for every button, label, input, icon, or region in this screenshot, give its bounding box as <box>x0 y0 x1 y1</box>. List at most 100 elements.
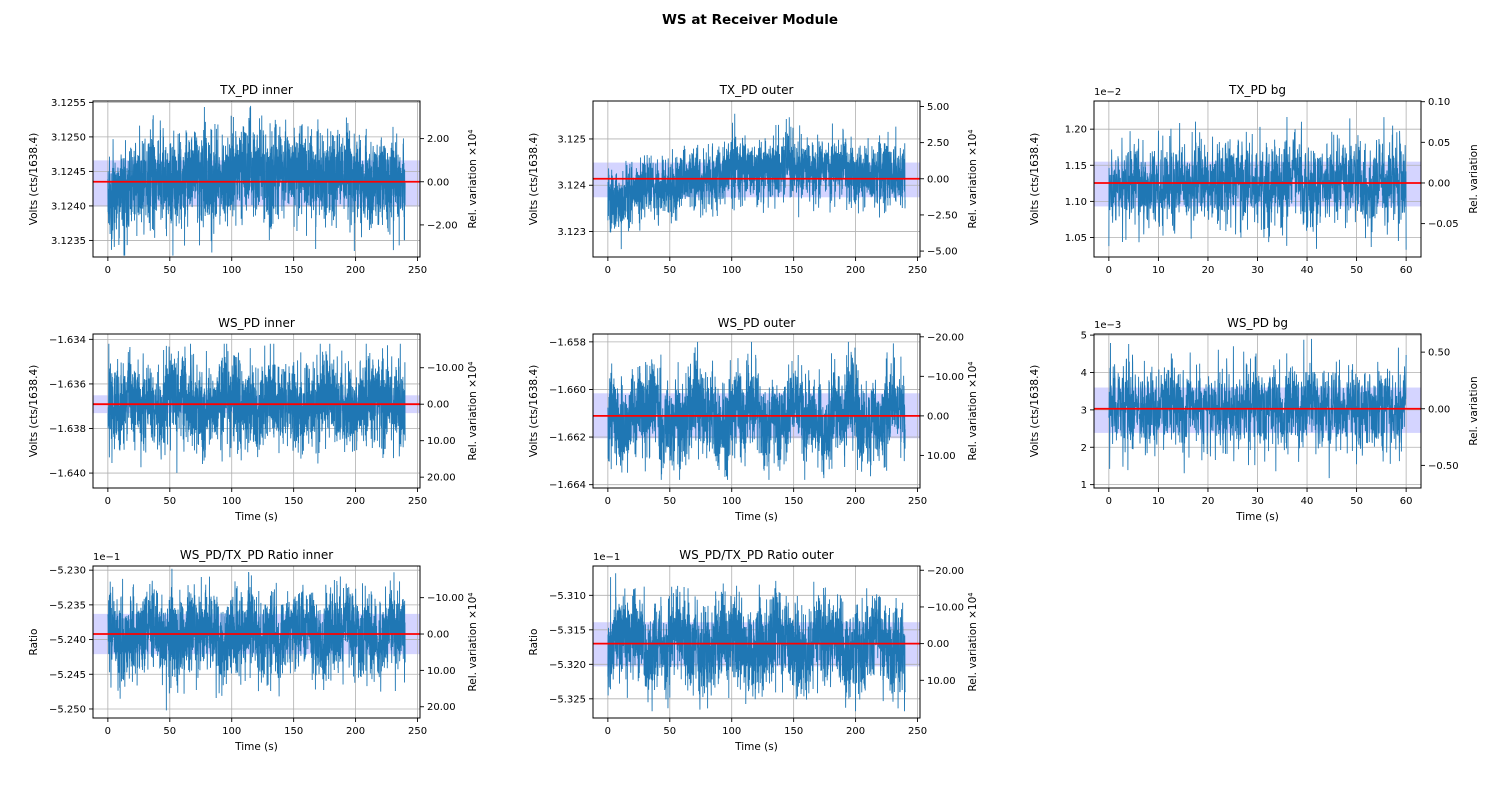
x-tick-label: 30 <box>1251 496 1264 507</box>
y-axis-label: Volts (cts/1638.4) <box>1029 133 1041 225</box>
right-tick-label: 2.00 <box>427 134 449 145</box>
x-tick-label: 0 <box>105 265 111 276</box>
x-tick-label: 50 <box>1350 265 1363 276</box>
right-tick-label: 0.00 <box>427 177 449 188</box>
subplot-title: TX_PD bg <box>1228 83 1286 97</box>
y-tick-label: 1.20 <box>1065 125 1087 136</box>
y-tick-label: 4 <box>1081 368 1087 379</box>
y-tick-label: −5.235 <box>49 600 86 611</box>
x-tick-label: 0 <box>105 726 111 737</box>
y-tick-label: 3.1240 <box>51 201 86 212</box>
offset-label: 1e−1 <box>93 552 120 563</box>
x-axis-label: Time (s) <box>1235 511 1279 523</box>
subplot-title: WS_PD/TX_PD Ratio outer <box>679 548 834 562</box>
right-axis-label: Rel. variation ×10⁴ <box>967 361 979 460</box>
x-tick-label: 30 <box>1251 265 1264 276</box>
x-tick-label: 150 <box>284 496 303 507</box>
x-tick-label: 150 <box>784 496 803 507</box>
right-tick-label: 0.00 <box>927 639 949 650</box>
y-tick-label: −5.315 <box>549 625 586 636</box>
y-tick-label: 3.1245 <box>51 167 86 178</box>
subplot-ws-tx-ratio-outer: −5.310 −5.315 −5.320 −5.325 −20.00 −10.00 0.00… <box>528 548 979 753</box>
x-tick-label: 0 <box>605 726 611 737</box>
x-tick-label: 100 <box>722 726 741 737</box>
y-tick-label: −5.310 <box>549 591 586 602</box>
x-tick-label: 40 <box>1301 496 1314 507</box>
right-tick-label: 0.00 <box>427 400 449 411</box>
signal-trace <box>607 113 906 250</box>
right-axis-label: Rel. variation ×10⁴ <box>967 592 979 691</box>
signal-trace <box>607 341 906 480</box>
axes-box <box>92 100 421 258</box>
subplot-ws-tx-ratio-inner: −5.230 −5.235 −5.240 −5.245 −5.250 −10.00 0.00… <box>28 548 479 753</box>
right-tick-label: 20.00 <box>427 702 456 713</box>
right-tick-label: 5.00 <box>927 102 949 113</box>
offset-label: 1e−3 <box>1094 320 1121 331</box>
x-tick-label: 0 <box>1106 496 1112 507</box>
y-tick-label: 3.124 <box>557 181 586 192</box>
right-tick-label: 0.10 <box>1428 97 1450 108</box>
x-tick-label: 50 <box>163 496 176 507</box>
signal-trace <box>107 343 406 473</box>
x-tick-label: 200 <box>346 265 365 276</box>
right-tick-label: 10.00 <box>927 676 956 687</box>
right-tick-label: −10.00 <box>927 372 964 383</box>
y-axis-label: Ratio <box>28 629 40 656</box>
x-axis-label: Time (s) <box>734 511 778 523</box>
right-tick-label: 0.00 <box>1428 404 1450 415</box>
right-tick-label: 10.00 <box>427 436 456 447</box>
subplot-title: WS_PD outer <box>718 316 796 330</box>
y-tick-label: −1.638 <box>49 424 86 435</box>
y-tick-label: −1.664 <box>549 480 586 491</box>
y-tick-label: 3.125 <box>557 134 586 145</box>
y-axis-label: Volts (cts/1638.4) <box>28 133 40 225</box>
y-tick-label: −1.640 <box>49 469 86 480</box>
y-axis-label: Volts (cts/1638.4) <box>1029 365 1041 457</box>
x-tick-label: 100 <box>222 265 241 276</box>
axes-box <box>592 333 921 489</box>
y-tick-label: −5.250 <box>49 704 86 715</box>
y-axis-label: Volts (cts/1638.4) <box>528 133 540 225</box>
x-tick-label: 200 <box>346 726 365 737</box>
y-tick-label: −5.230 <box>49 566 86 577</box>
y-tick-label: 1 <box>1081 480 1087 491</box>
x-tick-label: 20 <box>1202 496 1215 507</box>
y-tick-label: −1.636 <box>49 379 86 390</box>
y-tick-label: 3.1255 <box>51 98 86 109</box>
right-tick-label: 2.50 <box>927 138 949 149</box>
axes-box <box>92 565 421 719</box>
signal-trace <box>107 568 406 711</box>
y-tick-label: −5.325 <box>549 694 586 705</box>
right-tick-label: 20.00 <box>427 473 456 484</box>
right-axis-label: Rel. variation ×10⁴ <box>467 129 479 228</box>
right-tick-label: −10.00 <box>927 602 964 613</box>
right-tick-label: 10.00 <box>927 451 956 462</box>
x-tick-label: 0 <box>605 265 611 276</box>
right-tick-label: −2.50 <box>927 210 958 221</box>
x-tick-label: 200 <box>846 265 865 276</box>
y-tick-label: 5 <box>1081 331 1087 342</box>
subplot-tx-pd-bg: 1.05 1.10 1.15 1.20 0.10 0.05 0.00 −0.05 0 10 20 30… <box>1029 83 1480 276</box>
x-tick-label: 200 <box>846 496 865 507</box>
y-tick-label: −1.662 <box>549 433 586 444</box>
x-tick-label: 50 <box>1350 496 1363 507</box>
x-tick-label: 60 <box>1400 496 1413 507</box>
y-tick-label: 1.10 <box>1065 197 1087 208</box>
right-tick-label: −10.00 <box>427 363 464 374</box>
x-tick-label: 60 <box>1400 265 1413 276</box>
right-tick-label: 0.00 <box>427 630 449 641</box>
y-tick-label: −1.660 <box>549 385 586 396</box>
right-tick-label: −5.00 <box>927 247 958 258</box>
right-tick-label: 0.05 <box>1428 138 1450 149</box>
y-tick-label: 2 <box>1081 443 1087 454</box>
right-tick-label: 0.00 <box>927 411 949 422</box>
axes-box <box>92 333 421 489</box>
offset-label: 1e−1 <box>593 552 620 563</box>
y-tick-label: −1.658 <box>549 337 586 348</box>
y-tick-label: 3.123 <box>557 227 586 238</box>
right-tick-label: −10.00 <box>427 593 464 604</box>
right-axis-label: Rel. variation <box>1468 376 1480 445</box>
subplot-ws-pd-outer: −1.658 −1.660 −1.662 −1.664 −20.00 −10.00 0.00… <box>528 316 979 523</box>
signal-trace <box>107 105 406 256</box>
